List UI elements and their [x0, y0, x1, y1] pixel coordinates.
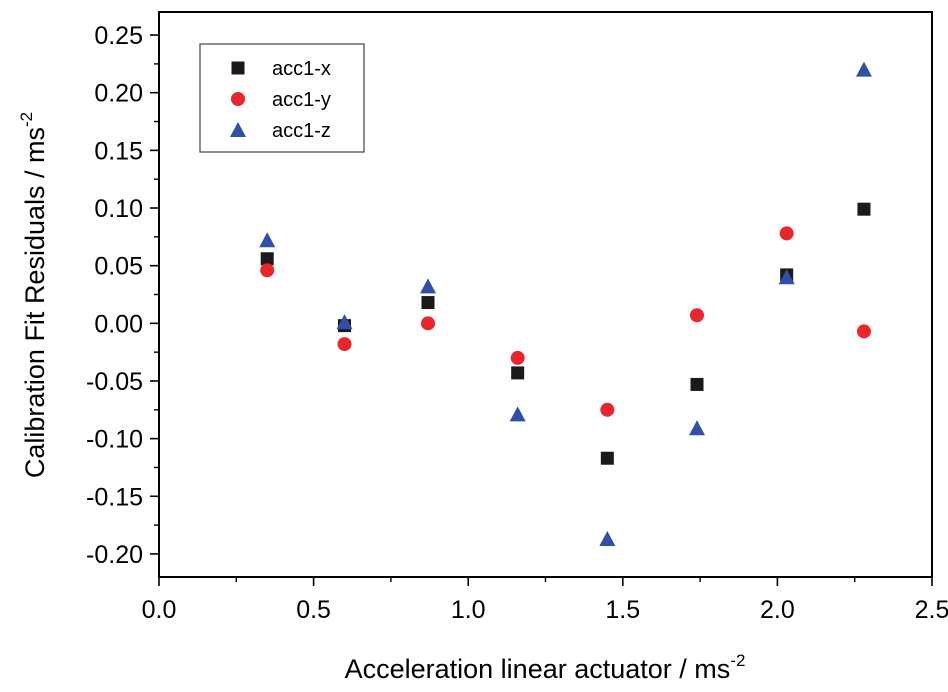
- x-tick-label: 2.0: [760, 596, 795, 624]
- y-axis-title: Calibration Fit Residuals / ms-2: [17, 112, 50, 478]
- legend-label: acc1-y: [272, 89, 331, 111]
- data-point-acc1-z: [509, 406, 526, 422]
- y-tick-label: -0.10: [86, 426, 143, 454]
- x-tick-label: 2.5: [915, 596, 948, 624]
- y-tick-label: -0.15: [86, 483, 143, 511]
- data-point-acc1-y: [690, 308, 705, 323]
- data-point-acc1-z: [599, 530, 616, 546]
- data-point-acc1-x: [511, 366, 525, 380]
- x-axis-title-text: Acceleration linear actuator / ms: [345, 654, 731, 684]
- data-point-acc1-x: [600, 451, 614, 465]
- legend-marker: [231, 92, 245, 106]
- legend-item: acc1-z: [230, 120, 331, 142]
- plot-frame: [158, 11, 933, 578]
- data-point-acc1-y: [779, 226, 794, 241]
- data-point-acc1-z: [336, 314, 353, 330]
- x-axis-title: Acceleration linear actuator / ms-2: [345, 651, 746, 684]
- legend-marker: [230, 122, 246, 137]
- series-acc1-y: [260, 226, 871, 417]
- data-point-acc1-y: [600, 402, 615, 417]
- series-acc1-x: [260, 202, 871, 465]
- y-axis-title-exponent: -2: [17, 112, 36, 127]
- data-point-acc1-y: [337, 337, 352, 352]
- legend-frame: [199, 43, 365, 153]
- legend-marker: [231, 61, 245, 75]
- data-point-acc1-z: [689, 420, 706, 436]
- legend-label: acc1-x: [272, 58, 331, 80]
- x-tick-label: 0.0: [142, 596, 177, 624]
- data-point-acc1-z: [420, 278, 437, 294]
- data-point-acc1-x: [690, 377, 704, 391]
- data-point-acc1-y: [260, 263, 275, 278]
- y-tick-label: 0.10: [94, 195, 143, 223]
- series-acc1-z: [259, 61, 872, 546]
- y-tick-label: 0.00: [94, 310, 143, 338]
- legend-item: acc1-y: [231, 89, 331, 111]
- x-tick-label: 1.5: [605, 596, 640, 624]
- data-point-acc1-z: [855, 61, 872, 77]
- axes-layer: 0.0 0.5 1.0 1.5 2.0 2.5 -0.20 -0.15 -0.10 -0.05 0.…: [86, 22, 948, 624]
- y-axis-title-text: Calibration Fit Residuals / ms: [20, 127, 50, 478]
- legend-item: acc1-x: [231, 58, 331, 80]
- y-tick-label: 0.05: [94, 253, 143, 281]
- legend: acc1-x acc1-y acc1-z: [199, 43, 365, 153]
- data-point-acc1-x: [857, 202, 871, 216]
- y-tick-label: 0.15: [94, 137, 143, 165]
- data-point-acc1-z: [778, 269, 795, 285]
- data-point-acc1-x: [421, 296, 435, 310]
- data-point-acc1-y: [421, 316, 436, 331]
- data-point-acc1-y: [510, 350, 525, 365]
- data-point-acc1-y: [856, 324, 871, 339]
- marks-layer: [259, 61, 872, 546]
- legend-label: acc1-z: [272, 120, 331, 142]
- x-tick-label: 1.0: [451, 596, 486, 624]
- x-tick-label: 0.5: [296, 596, 331, 624]
- y-tick-label: 0.20: [94, 80, 143, 108]
- data-point-acc1-x: [260, 252, 274, 266]
- legend-items: acc1-x acc1-y acc1-z: [230, 58, 331, 142]
- data-point-acc1-z: [259, 232, 276, 248]
- y-tick-label: -0.20: [86, 541, 143, 569]
- x-axis-title-exponent: -2: [730, 651, 745, 670]
- y-tick-label: -0.05: [86, 368, 143, 396]
- y-tick-label: 0.25: [94, 22, 143, 50]
